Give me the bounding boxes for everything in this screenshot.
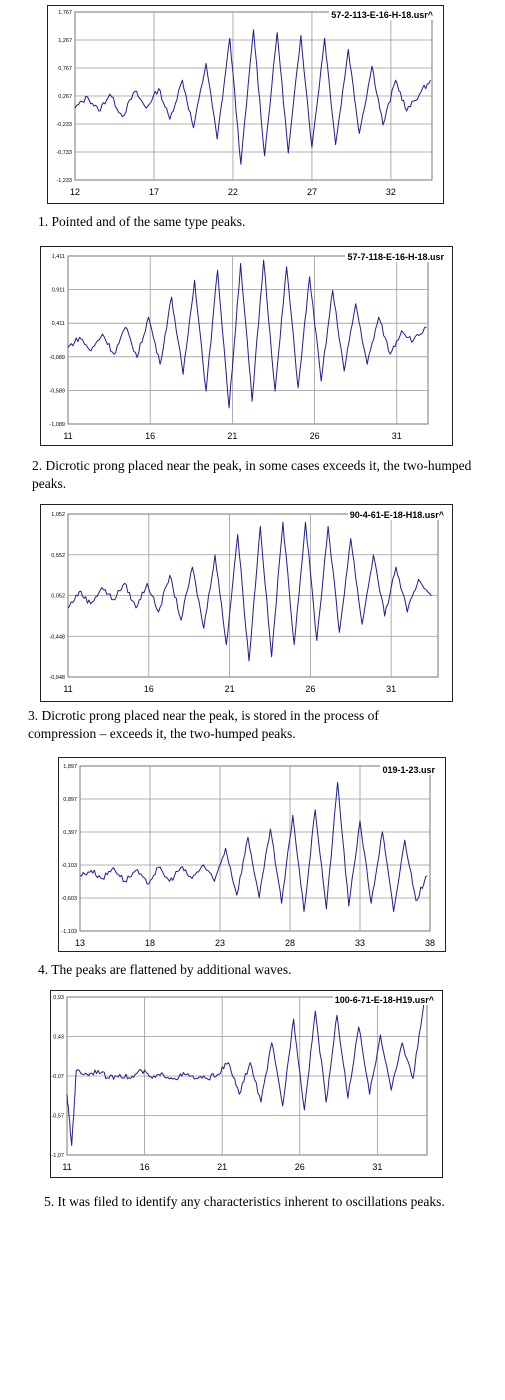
x-tick-label: 21 [217, 1162, 227, 1172]
caption-4: 4. The peaks are flattened by additional… [38, 962, 292, 977]
y-tick-label: -1,07 [51, 1153, 64, 1159]
x-tick-label: 18 [145, 938, 155, 948]
chart-title-1: 57-2-113-E-16-H-18.usr^ [329, 10, 435, 20]
y-tick-label: -0,103 [61, 863, 77, 869]
series-line [66, 1003, 425, 1146]
y-tick-label: 0,43 [53, 1035, 64, 1041]
chart-panel-3: 1,052 0,552 0,052 -0,448 -0,948 11 16 21 26 31 90… [40, 504, 453, 702]
x-tick-label: 38 [425, 938, 435, 948]
y-tick-label: 0,93 [53, 995, 64, 1001]
caption-5: 5. It was filed to identify any characte… [44, 1194, 445, 1209]
series-line [79, 781, 428, 913]
y-tick-label: -0,733 [56, 150, 72, 156]
line-chart-5: 0,93 0,43 -0,07 -0,57 -1,07 11 16 21 26 31 [51, 995, 428, 1172]
x-tick-label: 31 [386, 684, 396, 694]
y-tick-label: 1,267 [58, 38, 72, 44]
y-tick-label: 0,052 [51, 594, 65, 600]
chart-title-3: 90-4-61-E-18-H18.usr^ [347, 510, 446, 520]
x-tick-label: 28 [285, 938, 295, 948]
line-chart-1: 1,767 1,267 0,767 0,267 -0,233 -0,733 -1,233 12… [56, 10, 433, 197]
x-tick-label: 32 [386, 187, 396, 197]
y-tick-label: -1,089 [49, 422, 65, 428]
chart-title-2: 57-7-118-E-16-H-18.usr [345, 252, 446, 262]
y-tick-label: 1,052 [51, 512, 65, 518]
x-tick-label: 21 [225, 684, 235, 694]
y-tick-label: -0,589 [49, 388, 65, 394]
x-tick-label: 21 [227, 431, 237, 441]
y-tick-label: 0,397 [63, 830, 77, 836]
x-tick-label: 31 [392, 431, 402, 441]
x-tick-label: 26 [310, 431, 320, 441]
x-tick-label: 13 [75, 938, 85, 948]
plot-area [67, 255, 429, 425]
x-tick-label: 33 [355, 938, 365, 948]
series-line [67, 259, 427, 409]
y-tick-label: -0,233 [56, 122, 72, 128]
y-tick-label: 1,767 [58, 10, 72, 16]
y-tick-label: -0,57 [51, 1114, 64, 1120]
y-tick-label: -1,103 [61, 929, 77, 935]
x-tick-label: 26 [305, 684, 315, 694]
y-tick-label: 0,267 [58, 94, 72, 100]
y-tick-label: -0,603 [61, 896, 77, 902]
x-tick-label: 11 [63, 684, 72, 694]
x-tick-label: 17 [149, 187, 159, 197]
chart-panel-2: 1,411 0,911 0,411 -0,089 -0,589 -1,089 11 16 21 2… [40, 246, 453, 446]
series-line [67, 521, 432, 662]
y-tick-label: -1,233 [56, 178, 72, 184]
line-chart-3: 1,052 0,552 0,052 -0,448 -0,948 11 16 21 26 31 [49, 512, 439, 694]
y-tick-label: 1,411 [52, 254, 65, 260]
y-tick-label: -0,089 [49, 355, 65, 361]
y-tick-label: 0,897 [63, 797, 77, 803]
caption-3: 3. Dicrotic prong placed near the peak, … [28, 708, 379, 741]
line-chart-2: 1,411 0,911 0,411 -0,089 -0,589 -1,089 11 16 21 2… [49, 254, 429, 441]
x-tick-label: 16 [140, 1162, 150, 1172]
chart-title-5: 100-6-71-E-18-H19.usr^ [332, 995, 436, 1005]
series-line [74, 29, 431, 165]
y-tick-label: 0,767 [58, 66, 72, 72]
y-tick-label: 0,411 [52, 321, 65, 327]
x-tick-label: 31 [372, 1162, 382, 1172]
caption-1: 1. Pointed and of the same type peaks. [38, 214, 246, 229]
y-tick-label: -0,448 [49, 634, 65, 640]
y-tick-label: -0,07 [51, 1074, 64, 1080]
chart-panel-4: 1,897 0,897 0,397 -0,103 -0,603 -1,103 13 18 23 2… [58, 757, 446, 952]
x-tick-label: 26 [295, 1162, 305, 1172]
x-tick-label: 16 [145, 431, 155, 441]
y-tick-label: 0,911 [52, 288, 65, 294]
x-tick-label: 22 [228, 187, 238, 197]
chart-title-4: 019-1-23.usr [380, 765, 437, 775]
x-tick-label: 16 [144, 684, 154, 694]
x-tick-label: 23 [215, 938, 225, 948]
x-tick-label: 12 [70, 187, 80, 197]
y-tick-label: 0,552 [51, 553, 65, 559]
plot-area [79, 765, 431, 932]
x-tick-label: 27 [307, 187, 317, 197]
chart-panel-1: 1,767 1,267 0,767 0,267 -0,233 -0,733 -1,233 12… [47, 5, 444, 204]
x-tick-label: 11 [63, 431, 72, 441]
x-tick-label: 11 [62, 1162, 71, 1172]
line-chart-4: 1,897 0,897 0,397 -0,103 -0,603 -1,103 13 18 23 2… [61, 764, 435, 948]
chart-panel-5: 0,93 0,43 -0,07 -0,57 -1,07 11 16 21 26 31 100-6-… [50, 990, 443, 1178]
caption-2: 2. Dicrotic prong placed near the peak, … [32, 458, 472, 491]
y-tick-label: -0,948 [49, 675, 65, 681]
y-tick-label: 1,897 [63, 764, 77, 770]
